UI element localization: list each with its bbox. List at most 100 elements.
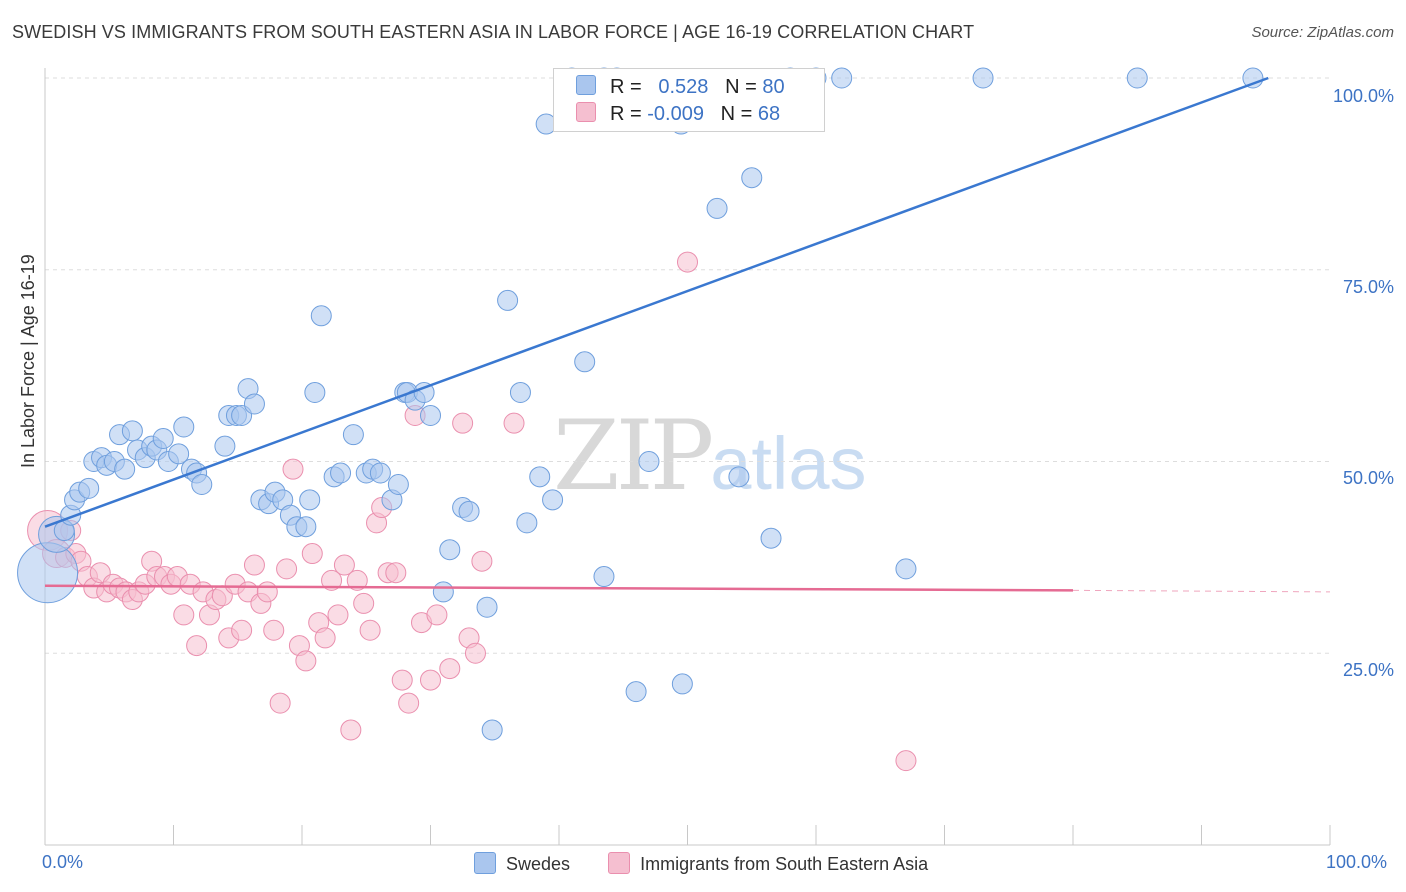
blue-point bbox=[831, 67, 853, 89]
pink-point bbox=[471, 550, 493, 572]
series-legend-swatch-pink bbox=[608, 852, 631, 874]
pink-point bbox=[282, 458, 304, 480]
pink-point bbox=[426, 604, 448, 626]
y-tick-label: 75.0% bbox=[1342, 277, 1394, 297]
blue-point bbox=[387, 474, 409, 496]
pink-point bbox=[301, 543, 323, 565]
pink-trend-extension bbox=[1072, 589, 1331, 593]
blue-point bbox=[529, 466, 551, 488]
pink-point bbox=[256, 581, 278, 603]
blue-point bbox=[168, 443, 190, 465]
blue-point bbox=[439, 539, 461, 561]
blue-point bbox=[369, 462, 391, 484]
legend-r-label: R = bbox=[610, 103, 642, 125]
pink-point bbox=[391, 669, 413, 691]
pink-point bbox=[269, 692, 291, 714]
blue-point bbox=[516, 512, 538, 534]
blue-point bbox=[310, 305, 332, 327]
blue-point bbox=[295, 516, 317, 538]
pink-point bbox=[464, 642, 486, 664]
pink-point bbox=[503, 412, 525, 434]
stats-legend: R = 0.528 N = 80 R = -0.009 N = 68 bbox=[553, 68, 825, 132]
pink-point bbox=[359, 619, 381, 641]
blue-point bbox=[593, 566, 615, 588]
pink-point bbox=[295, 650, 317, 672]
series-legend-swatch-blue bbox=[474, 852, 496, 874]
blue-point bbox=[191, 474, 213, 496]
pink-point bbox=[186, 635, 208, 657]
pink-point bbox=[243, 554, 265, 576]
blue-point bbox=[542, 489, 564, 511]
watermark-atlas: atlas bbox=[710, 422, 867, 505]
pink-point bbox=[353, 592, 375, 614]
legend-n-value: 68 bbox=[757, 103, 781, 125]
legend-row-immigrants: R = -0.009 N = 68 bbox=[576, 102, 780, 126]
blue-point bbox=[299, 489, 321, 511]
legend-r-value: 0.528 bbox=[658, 76, 709, 98]
pink-point bbox=[346, 569, 368, 591]
blue-point bbox=[671, 673, 693, 695]
pink-point bbox=[327, 604, 349, 626]
x-tick-label-right: 100.0% bbox=[1326, 852, 1388, 872]
pink-point bbox=[314, 627, 336, 649]
pink-point bbox=[420, 669, 441, 691]
legend-row-swedes: R = 0.528 N = 80 bbox=[576, 75, 785, 99]
y-tick-label: 25.0% bbox=[1342, 660, 1394, 680]
blue-point bbox=[152, 427, 174, 449]
blue-point bbox=[895, 558, 917, 580]
trend-lines bbox=[44, 76, 1331, 593]
blue-point bbox=[1126, 67, 1148, 89]
blue-point bbox=[625, 681, 647, 703]
pink-point bbox=[385, 562, 407, 584]
pink-point bbox=[398, 692, 420, 714]
blue-point bbox=[243, 393, 265, 415]
blue-point bbox=[706, 197, 728, 219]
blue-point bbox=[78, 477, 100, 499]
pink-point bbox=[895, 750, 917, 772]
blue-point bbox=[741, 167, 763, 189]
blue-trend-line bbox=[44, 76, 1269, 528]
pink-point bbox=[321, 569, 343, 591]
x-tick-label-left: 0.0% bbox=[42, 852, 84, 872]
series-legend-label-immigrants: Immigrants from South Eastern Asia bbox=[640, 854, 929, 874]
pink-point bbox=[340, 719, 362, 741]
y-axis-label: In Labor Force | Age 16-19 bbox=[18, 254, 38, 468]
blue-series-points bbox=[17, 67, 1264, 741]
legend-swatch-blue bbox=[576, 75, 596, 95]
blue-point bbox=[574, 351, 596, 373]
blue-point bbox=[728, 466, 750, 488]
blue-point bbox=[481, 719, 503, 741]
legend-n-label: N = bbox=[720, 103, 753, 125]
series-legend: Swedes Immigrants from South Eastern Asi… bbox=[474, 852, 928, 875]
pink-point bbox=[263, 619, 285, 641]
blue-point bbox=[214, 435, 236, 457]
y-tick-label: 100.0% bbox=[1332, 86, 1394, 106]
blue-point bbox=[304, 381, 326, 403]
blue-point bbox=[114, 458, 136, 480]
blue-point bbox=[638, 451, 660, 472]
blue-point bbox=[476, 596, 498, 618]
chart-title: SWEDISH VS IMMIGRANTS FROM SOUTH EASTERN… bbox=[12, 22, 975, 42]
pink-trend-line bbox=[44, 584, 1074, 592]
pink-point bbox=[677, 251, 698, 273]
legend-n-value: 80 bbox=[762, 76, 785, 98]
blue-point bbox=[497, 289, 519, 311]
blue-point bbox=[173, 416, 195, 438]
series-legend-label-swedes: Swedes bbox=[506, 854, 571, 874]
watermark: ZIPatlas bbox=[553, 400, 867, 512]
legend-swatch-pink bbox=[576, 102, 596, 122]
blue-point bbox=[458, 500, 480, 522]
legend-r-label: R = bbox=[610, 76, 642, 98]
pink-point bbox=[173, 604, 195, 626]
blue-point bbox=[121, 420, 143, 442]
blue-point bbox=[432, 581, 454, 603]
watermark-zip: ZIP bbox=[553, 400, 714, 512]
pink-point bbox=[452, 412, 474, 434]
source-label: Source: ZipAtlas.com bbox=[1251, 24, 1394, 41]
y-tick-label: 50.0% bbox=[1342, 468, 1394, 488]
blue-point bbox=[420, 404, 441, 426]
gridlines bbox=[45, 77, 1330, 654]
pink-point bbox=[231, 619, 253, 641]
blue-point bbox=[760, 527, 782, 549]
